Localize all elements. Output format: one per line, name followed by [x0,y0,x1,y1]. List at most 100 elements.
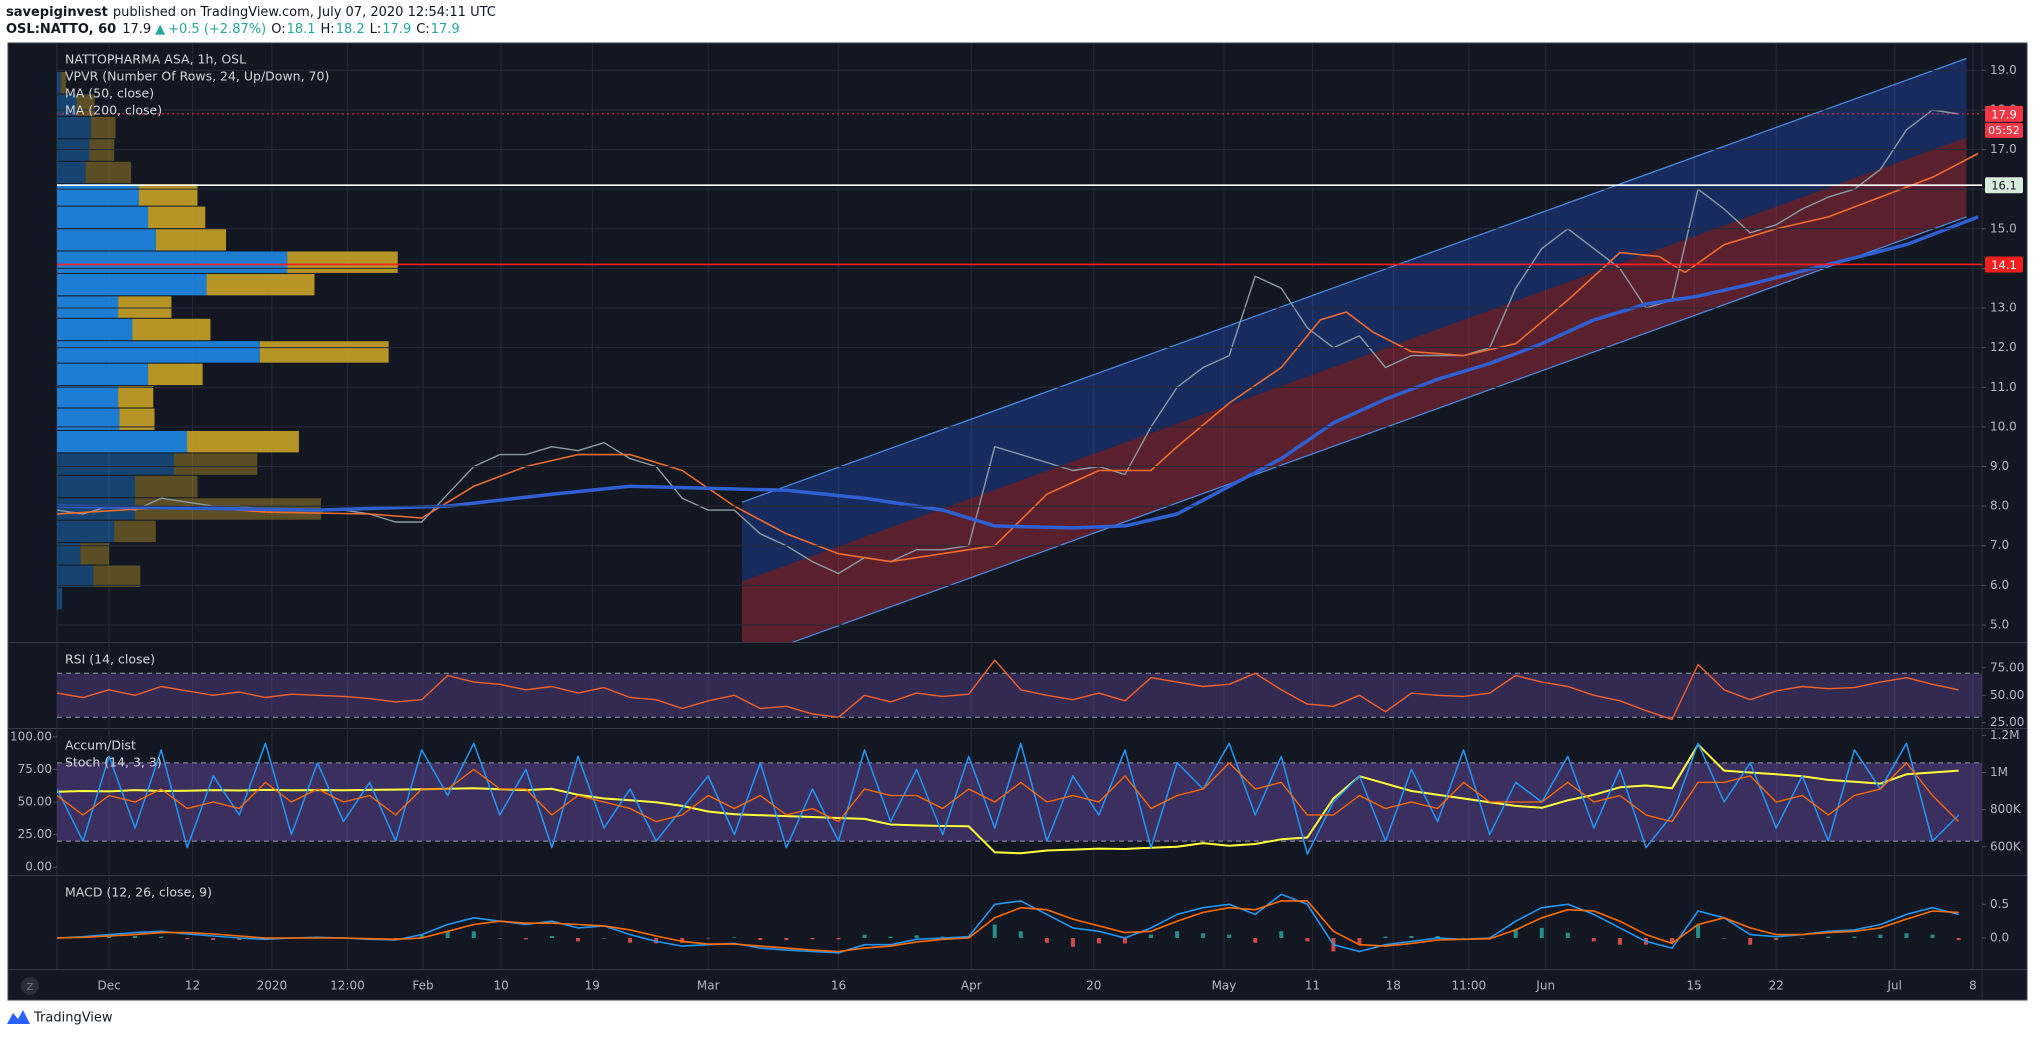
level-label: 14.1 [1991,258,2017,272]
vpvr-down [118,296,172,318]
histogram-bar [1617,938,1622,945]
vpvr-up [57,386,119,408]
x-tick-label: Apr [961,979,982,993]
vpvr-up [57,587,63,610]
legend-entry: MA (50, close) [65,86,154,101]
histogram-bar [1670,938,1675,943]
y-tick-label: 11.0 [1990,380,2017,394]
x-tick-label: 18 [1386,979,1401,993]
y-tick-label: 50.00 [18,795,52,809]
histogram-bar [1070,938,1075,947]
level-label: 16.1 [1991,179,2017,193]
histogram-bar [1149,934,1154,938]
zoom-button[interactable] [21,977,39,995]
y-tick-label: 13.0 [1990,301,2017,315]
histogram-bar [1018,931,1023,938]
histogram-bar [758,938,763,941]
legend-entry: NATTOPHARMA ASA, 1h, OSL [65,52,246,67]
vpvr-up [57,565,94,587]
vpvr-down [148,206,206,229]
histogram-bar [211,938,216,941]
vpvr-down [119,408,155,430]
histogram-bar [1044,938,1049,943]
ohlc-label: H: [321,22,335,37]
x-tick-label: 16 [831,979,846,993]
histogram-bar [1227,934,1232,938]
y-tick-label: 75.00 [1990,660,2024,674]
vpvr-up [57,543,81,565]
histogram-bar [1696,924,1701,938]
histogram-bar [1383,936,1388,938]
histogram-bar [1565,932,1570,938]
y-tick-label: 0.5 [1990,897,2009,911]
histogram-bar [159,936,164,938]
series-line [57,152,1979,563]
vpvr-down [60,72,67,94]
ohlc-value: 17.9 [431,22,460,37]
y-tick-label: 0.00 [25,860,52,874]
histogram-bar [1956,938,1961,941]
histogram-bar [680,938,685,943]
vpvr-up [57,251,288,273]
vpvr-up [57,430,188,453]
zoom-label[interactable]: Z [27,982,34,993]
x-tick-label: 8 [1969,979,1977,993]
legend-entry: MACD (12, 26, close, 9) [65,885,212,900]
y-tick-label: 25.00 [1990,715,2024,729]
pane [57,893,1961,954]
histogram-bar [1904,933,1909,938]
histogram-bar [1305,938,1310,942]
x-tick-label: Jun [1535,979,1555,993]
y-tick-label: 6.0 [1990,578,2009,592]
y-tick-label: 5.0 [1990,617,2009,631]
vpvr-down [76,94,95,116]
y-tick-label: 50.00 [1990,688,2024,702]
x-tick-label: 2020 [257,979,288,993]
brand: TradingView [33,1011,113,1026]
ohlc-value: 18.1 [287,22,316,37]
vpvr-up [57,453,175,475]
vpvr-up [57,273,207,296]
histogram-bar [1175,931,1180,938]
channel-line [791,216,1967,642]
x-tick-label: 12:00 [330,979,365,993]
vpvr-down [85,161,132,184]
histogram-bar [575,938,580,942]
published: published on TradingView.com, July 07, 2… [113,5,496,20]
histogram-bar [1800,938,1805,939]
y-tick-label: 100.00 [10,729,52,743]
vpvr-up [57,161,86,184]
vpvr-down [206,273,315,296]
series-line [57,215,1979,530]
vpvr-down [155,229,227,251]
change: +0.5 (+2.87%) [168,22,266,37]
histogram-bar [1591,938,1596,942]
series-line [57,900,1959,953]
histogram-bar [602,938,607,939]
chart-area [7,42,2028,1001]
histogram-bar [419,934,424,938]
x-tick-label: 20 [1086,979,1101,993]
level-label: 17.9 [1991,107,2017,121]
x-tick-label: 12 [185,979,200,993]
ohlc-label: O: [271,22,285,37]
y-tick-label: 15.0 [1990,221,2017,235]
histogram-bar [1513,929,1518,938]
vpvr-down [93,565,141,587]
vpvr-up [57,341,260,363]
vpvr-up [57,184,139,206]
y-tick-label: 0.0 [1990,931,2009,945]
band [57,673,1982,718]
vpvr-down [118,386,154,408]
histogram-bar [628,938,633,943]
y2-tick-label: 1M [1990,765,2008,779]
ohlc-label: C: [416,22,429,37]
vpvr-up [57,296,119,318]
histogram-bar [1852,936,1857,938]
x-tick-label: 19 [585,979,600,993]
histogram-bar [732,937,737,938]
histogram-bar [1774,938,1779,941]
histogram-bar [185,938,190,940]
x-tick-label: 22 [1769,979,1784,993]
level-label-box [1985,256,2023,273]
